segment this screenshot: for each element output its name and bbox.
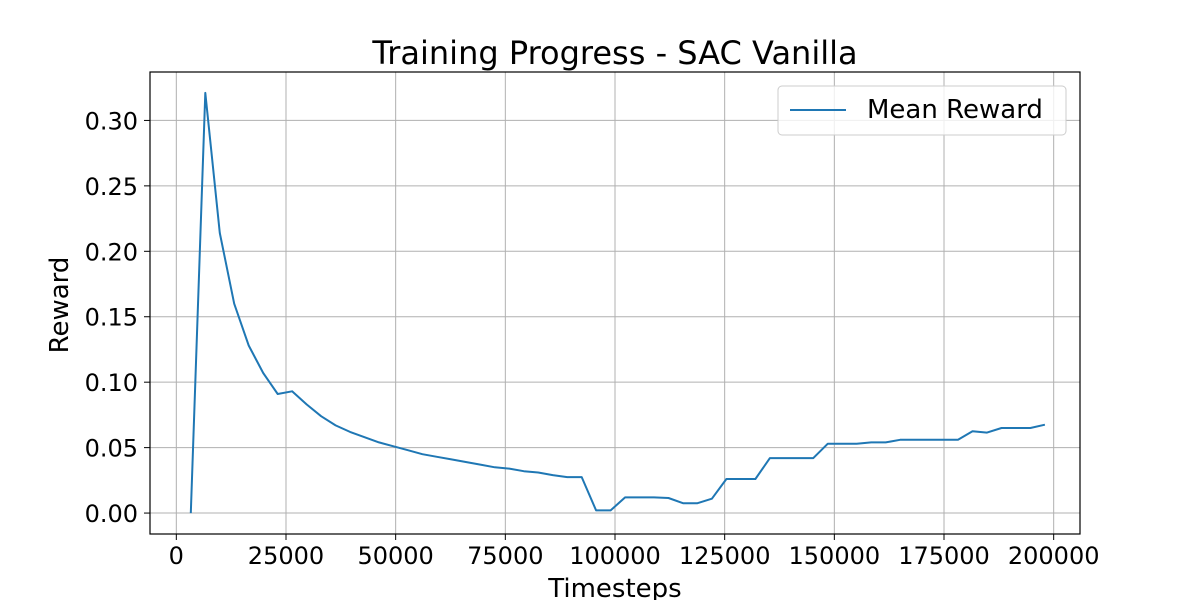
x-tick-label: 25000 bbox=[248, 542, 324, 570]
y-tick-label: 0.25 bbox=[85, 173, 138, 201]
legend: Mean Reward bbox=[777, 85, 1067, 136]
series-line-mean-reward bbox=[189, 91, 1046, 514]
gridlines bbox=[150, 72, 1080, 534]
y-tick-label: 0.15 bbox=[85, 304, 138, 332]
x-tick-label: 200000 bbox=[1008, 542, 1100, 570]
x-tick-label: 50000 bbox=[357, 542, 433, 570]
y-tick-label: 0.20 bbox=[85, 238, 138, 266]
y-tick-label: 0.05 bbox=[85, 435, 138, 463]
y-tick-label: 0.10 bbox=[85, 369, 138, 397]
x-tick-label: 125000 bbox=[679, 542, 771, 570]
x-axis-label: Timesteps bbox=[547, 574, 681, 600]
legend-box bbox=[777, 85, 1067, 136]
x-tick-label: 100000 bbox=[569, 542, 661, 570]
y-tick-label: 0.00 bbox=[85, 500, 138, 528]
series-lines bbox=[189, 91, 1046, 514]
y-axis-label: Reward bbox=[45, 257, 75, 354]
x-tick-label: 175000 bbox=[898, 542, 990, 570]
x-tick-label: 0 bbox=[169, 542, 184, 570]
chart-title: Training Progress - SAC Vanilla bbox=[371, 34, 857, 72]
legend-label: Mean Reward bbox=[867, 95, 1043, 125]
ticks: 0 25000 50000 75000 100000 125000 150000 175000… bbox=[85, 107, 1100, 570]
x-tick-label: 75000 bbox=[467, 542, 543, 570]
y-tick-label: 0.30 bbox=[85, 107, 138, 135]
x-tick-label: 150000 bbox=[789, 542, 881, 570]
